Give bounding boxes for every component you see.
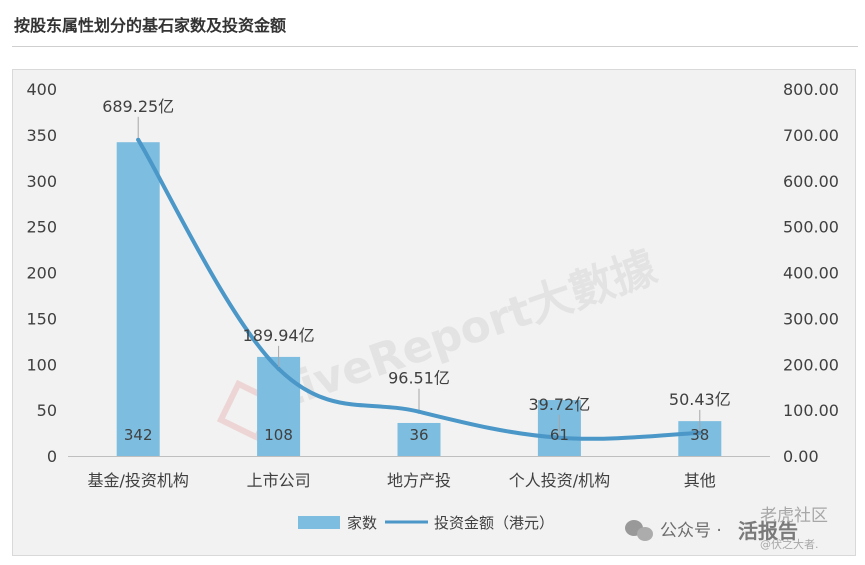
- y-left-tick-label: 350: [26, 126, 57, 145]
- source-watermark: 公众号 · 活报告 老虎社区 @伏之大者.: [625, 506, 828, 551]
- bars-layer: [116, 142, 722, 456]
- x-category-label: 基金/投资机构: [87, 471, 188, 490]
- source-name: 活报告: [738, 519, 798, 543]
- legend-bar-swatch: [298, 516, 340, 529]
- amount-point: [557, 435, 562, 440]
- y-right-tick-label: 200.00: [783, 355, 839, 374]
- y-left-tick-label: 400: [26, 80, 57, 99]
- y-left-tick-label: 50: [37, 401, 57, 420]
- y-right-tick-label: 800.00: [783, 80, 839, 99]
- corner-watermark-bottom: @伏之大者.: [760, 537, 819, 551]
- amount-point: [136, 137, 141, 142]
- line-layer: [136, 137, 702, 441]
- y-left-tick-label: 150: [26, 309, 57, 328]
- x-category-label: 个人投资/机构: [509, 471, 610, 490]
- y-left-tick-label: 100: [26, 355, 57, 374]
- y-left-tick-label: 200: [26, 264, 57, 283]
- legend-label-amount: 投资金额（港元）: [434, 514, 554, 532]
- y-right-tick-label: 700.00: [783, 126, 839, 145]
- x-category-label: 地方产投: [387, 471, 451, 490]
- bar-data-label: 38: [690, 426, 709, 444]
- x-category-label: 上市公司: [247, 471, 311, 490]
- x-category-label: 其他: [684, 471, 716, 490]
- y-right-tick-label: 100.00: [783, 401, 839, 420]
- title-divider: [12, 46, 858, 47]
- bar-data-label: 342: [124, 426, 153, 444]
- amount-point: [697, 430, 702, 435]
- amount-data-label: 189.94亿: [243, 326, 315, 345]
- watermark-text: LiveReport大數據: [266, 241, 663, 420]
- bar: [116, 142, 160, 456]
- bar: [257, 356, 301, 456]
- page-title: 按股东属性划分的基石家数及投资金额: [14, 16, 287, 35]
- corner-watermark-top: 老虎社区: [760, 506, 828, 526]
- amount-line: [136, 137, 702, 441]
- y-left-tick-label: 0: [47, 447, 57, 466]
- amount-point: [276, 366, 281, 371]
- amount-data-label: 50.43亿: [669, 390, 731, 409]
- bar-data-label: 36: [409, 426, 428, 444]
- legend: 家数 投资金额（港元）: [298, 514, 554, 532]
- y-left-tick-label: 250: [26, 218, 57, 237]
- bar-data-label: 108: [264, 426, 293, 444]
- amount-data-label: 96.51亿: [388, 369, 450, 388]
- wechat-icon: [625, 520, 653, 541]
- amount-data-label: 39.72亿: [528, 395, 590, 414]
- legend-label-count: 家数: [347, 514, 377, 532]
- y-right-tick-label: 0.00: [783, 447, 819, 466]
- y-right-tick-label: 600.00: [783, 172, 839, 191]
- y-right-tick-label: 500.00: [783, 218, 839, 237]
- bar: [397, 422, 441, 456]
- amount-data-label: 689.25亿: [102, 97, 174, 116]
- axes-layer: 0 50 100 150 200 250 300 350 400 0.00 100.00 200.00…: [26, 80, 839, 490]
- y-right-tick-label: 400.00: [783, 264, 839, 283]
- source-prefix: 公众号 ·: [660, 521, 722, 541]
- y-right-tick-label: 300.00: [783, 309, 839, 328]
- y-left-tick-label: 300: [26, 172, 57, 191]
- amount-point: [417, 409, 421, 414]
